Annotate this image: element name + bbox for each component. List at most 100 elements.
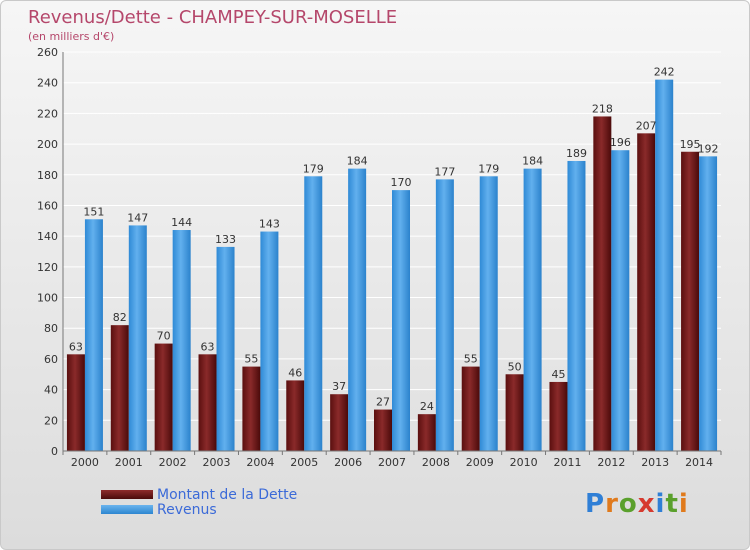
bar-revenus	[611, 150, 630, 451]
data-label: 82	[113, 311, 127, 324]
bar-dette	[681, 151, 700, 451]
bar-dette	[198, 354, 217, 451]
y-tick-label: 200	[37, 138, 58, 151]
x-tick-label: 2006	[334, 456, 362, 469]
data-label: 196	[610, 136, 631, 149]
data-label: 207	[636, 119, 657, 132]
logo-letter: P	[585, 489, 606, 519]
bar-revenus	[304, 176, 323, 452]
legend-swatch-revenus	[101, 505, 153, 514]
bar-dette	[417, 414, 436, 451]
y-tick-label: 140	[37, 230, 58, 243]
y-tick-label: 80	[44, 322, 58, 335]
data-label: 242	[654, 66, 675, 79]
logo-letter: i	[655, 489, 666, 519]
data-label: 55	[244, 353, 258, 366]
bar-revenus	[348, 168, 367, 451]
data-label: 143	[259, 218, 280, 231]
y-tick-label: 0	[51, 445, 58, 458]
data-label: 63	[201, 340, 215, 353]
y-tick-label: 40	[44, 384, 58, 397]
data-label: 45	[551, 368, 565, 381]
data-label: 192	[698, 142, 719, 155]
y-tick-label: 160	[37, 199, 58, 212]
data-label: 179	[478, 162, 499, 175]
bar-dette	[637, 133, 656, 452]
bar-revenus	[216, 246, 235, 451]
y-tick-label: 100	[37, 292, 58, 305]
bar-revenus	[392, 190, 410, 451]
data-label: 133	[215, 233, 236, 246]
data-label: 37	[332, 380, 346, 393]
bar-revenus	[479, 176, 498, 452]
x-tick-label: 2012	[597, 456, 625, 469]
bar-dette	[549, 381, 568, 451]
data-label: 70	[157, 330, 171, 343]
bar-dette	[110, 325, 129, 451]
bar-revenus	[699, 156, 718, 451]
legend-label-dette: Montant de la Dette	[157, 487, 298, 503]
logo-letter: o	[618, 489, 638, 519]
bar-revenus	[128, 225, 147, 451]
x-tick-label: 2008	[422, 456, 450, 469]
x-tick-label: 2010	[510, 456, 538, 469]
x-tick-label: 2013	[641, 456, 669, 469]
bar-dette	[505, 374, 524, 451]
y-tick-label: 240	[37, 77, 58, 90]
chart-title: Revenus/Dette - CHAMPEY-SUR-MOSELLE	[28, 7, 398, 28]
bar-dette	[374, 409, 392, 451]
logo-letter: x	[637, 489, 656, 519]
x-tick-label: 2004	[246, 456, 274, 469]
data-label: 147	[127, 211, 148, 224]
data-label: 144	[171, 216, 192, 229]
data-label: 151	[83, 205, 104, 218]
legend-label-revenus: Revenus	[157, 502, 217, 518]
bar-revenus	[435, 179, 454, 451]
bar-revenus	[260, 231, 279, 451]
x-tick-label: 2011	[553, 456, 581, 469]
bar-dette	[286, 380, 305, 451]
data-label: 24	[420, 400, 434, 413]
y-tick-label: 180	[37, 169, 58, 182]
proxiti-logo: Proxiti	[585, 489, 689, 519]
bar-revenus	[84, 219, 103, 451]
data-label: 55	[464, 353, 478, 366]
x-tick-label: 2003	[203, 456, 231, 469]
bar-revenus	[172, 230, 191, 451]
chart-subtitle: (en milliers d'€)	[28, 30, 115, 43]
data-label: 218	[592, 102, 613, 115]
data-label: 184	[522, 155, 543, 168]
logo-letter: t	[665, 489, 679, 519]
data-label: 184	[347, 155, 368, 168]
x-tick-label: 2009	[466, 456, 494, 469]
y-tick-label: 220	[37, 107, 58, 120]
x-tick-label: 2000	[71, 456, 99, 469]
bar-dette	[593, 116, 612, 451]
data-label: 46	[288, 366, 302, 379]
bar-dette	[154, 343, 173, 451]
logo-letter: r	[605, 489, 619, 519]
bar-dette	[66, 354, 85, 451]
y-tick-label: 60	[44, 353, 58, 366]
data-label: 50	[508, 360, 522, 373]
data-label: 170	[391, 176, 412, 189]
data-label: 177	[434, 165, 455, 178]
x-tick-label: 2002	[159, 456, 187, 469]
data-label: 195	[680, 138, 701, 151]
y-tick-label: 120	[37, 261, 58, 274]
bar-dette	[242, 366, 261, 451]
logo-letter: i	[678, 489, 689, 519]
bar-dette	[461, 366, 480, 451]
x-tick-label: 2001	[115, 456, 143, 469]
legend-swatch-dette	[101, 490, 153, 499]
y-tick-label: 260	[37, 46, 58, 59]
y-tick-label: 20	[44, 414, 58, 427]
data-label: 63	[69, 340, 83, 353]
x-tick-label: 2007	[378, 456, 406, 469]
x-tick-label: 2014	[685, 456, 713, 469]
bar-dette	[330, 394, 349, 451]
data-label: 179	[303, 162, 324, 175]
data-label: 27	[376, 396, 390, 409]
